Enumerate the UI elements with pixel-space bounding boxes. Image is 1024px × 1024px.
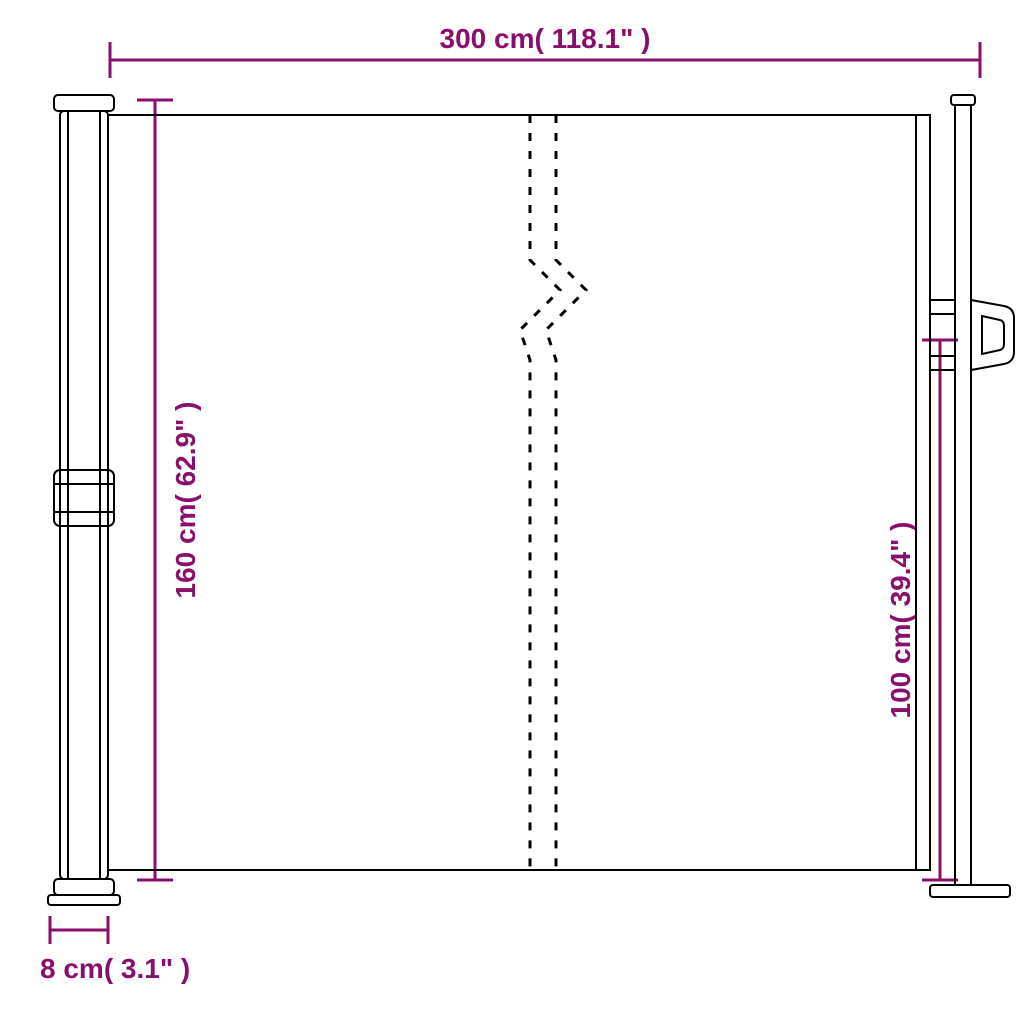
break-left bbox=[520, 115, 560, 870]
pole-body bbox=[955, 105, 971, 885]
pole-handle bbox=[971, 300, 1014, 370]
pole-bracket-top bbox=[930, 300, 955, 314]
cassette-foot bbox=[48, 895, 120, 905]
pole-bracket-bot bbox=[930, 356, 955, 370]
dim-height: 160 cm( 62.9" ) bbox=[137, 100, 201, 880]
screen-panel bbox=[108, 115, 920, 870]
pole-handle-hole bbox=[982, 316, 1004, 354]
pole-base bbox=[930, 885, 1010, 897]
pull-bar-body bbox=[916, 115, 930, 870]
cassette-slider bbox=[54, 470, 114, 526]
dim-depth: 8 cm( 3.1" ) bbox=[40, 916, 190, 984]
pull-bar bbox=[916, 115, 930, 870]
pole bbox=[930, 95, 1014, 897]
dim-depth-label: 8 cm( 3.1" ) bbox=[40, 953, 190, 984]
cassette-cap-bottom bbox=[54, 879, 114, 895]
dim-width-label: 300 cm( 118.1" ) bbox=[440, 23, 651, 54]
break-mark bbox=[520, 115, 586, 870]
cassette-cap-top bbox=[54, 95, 114, 111]
dim-height-label: 160 cm( 62.9" ) bbox=[170, 402, 201, 599]
diagram-svg: 300 cm( 118.1" ) 160 cm( 62.9" ) 100 cm(… bbox=[0, 0, 1024, 1024]
dim-post: 100 cm( 39.4" ) bbox=[885, 340, 958, 880]
cassette-inner bbox=[68, 111, 100, 879]
dim-width: 300 cm( 118.1" ) bbox=[110, 23, 980, 78]
cassette bbox=[48, 95, 120, 905]
break-right bbox=[546, 115, 586, 870]
pole-cap bbox=[951, 95, 975, 105]
dim-post-label: 100 cm( 39.4" ) bbox=[885, 522, 916, 719]
diagram-stage: 300 cm( 118.1" ) 160 cm( 62.9" ) 100 cm(… bbox=[0, 0, 1024, 1024]
